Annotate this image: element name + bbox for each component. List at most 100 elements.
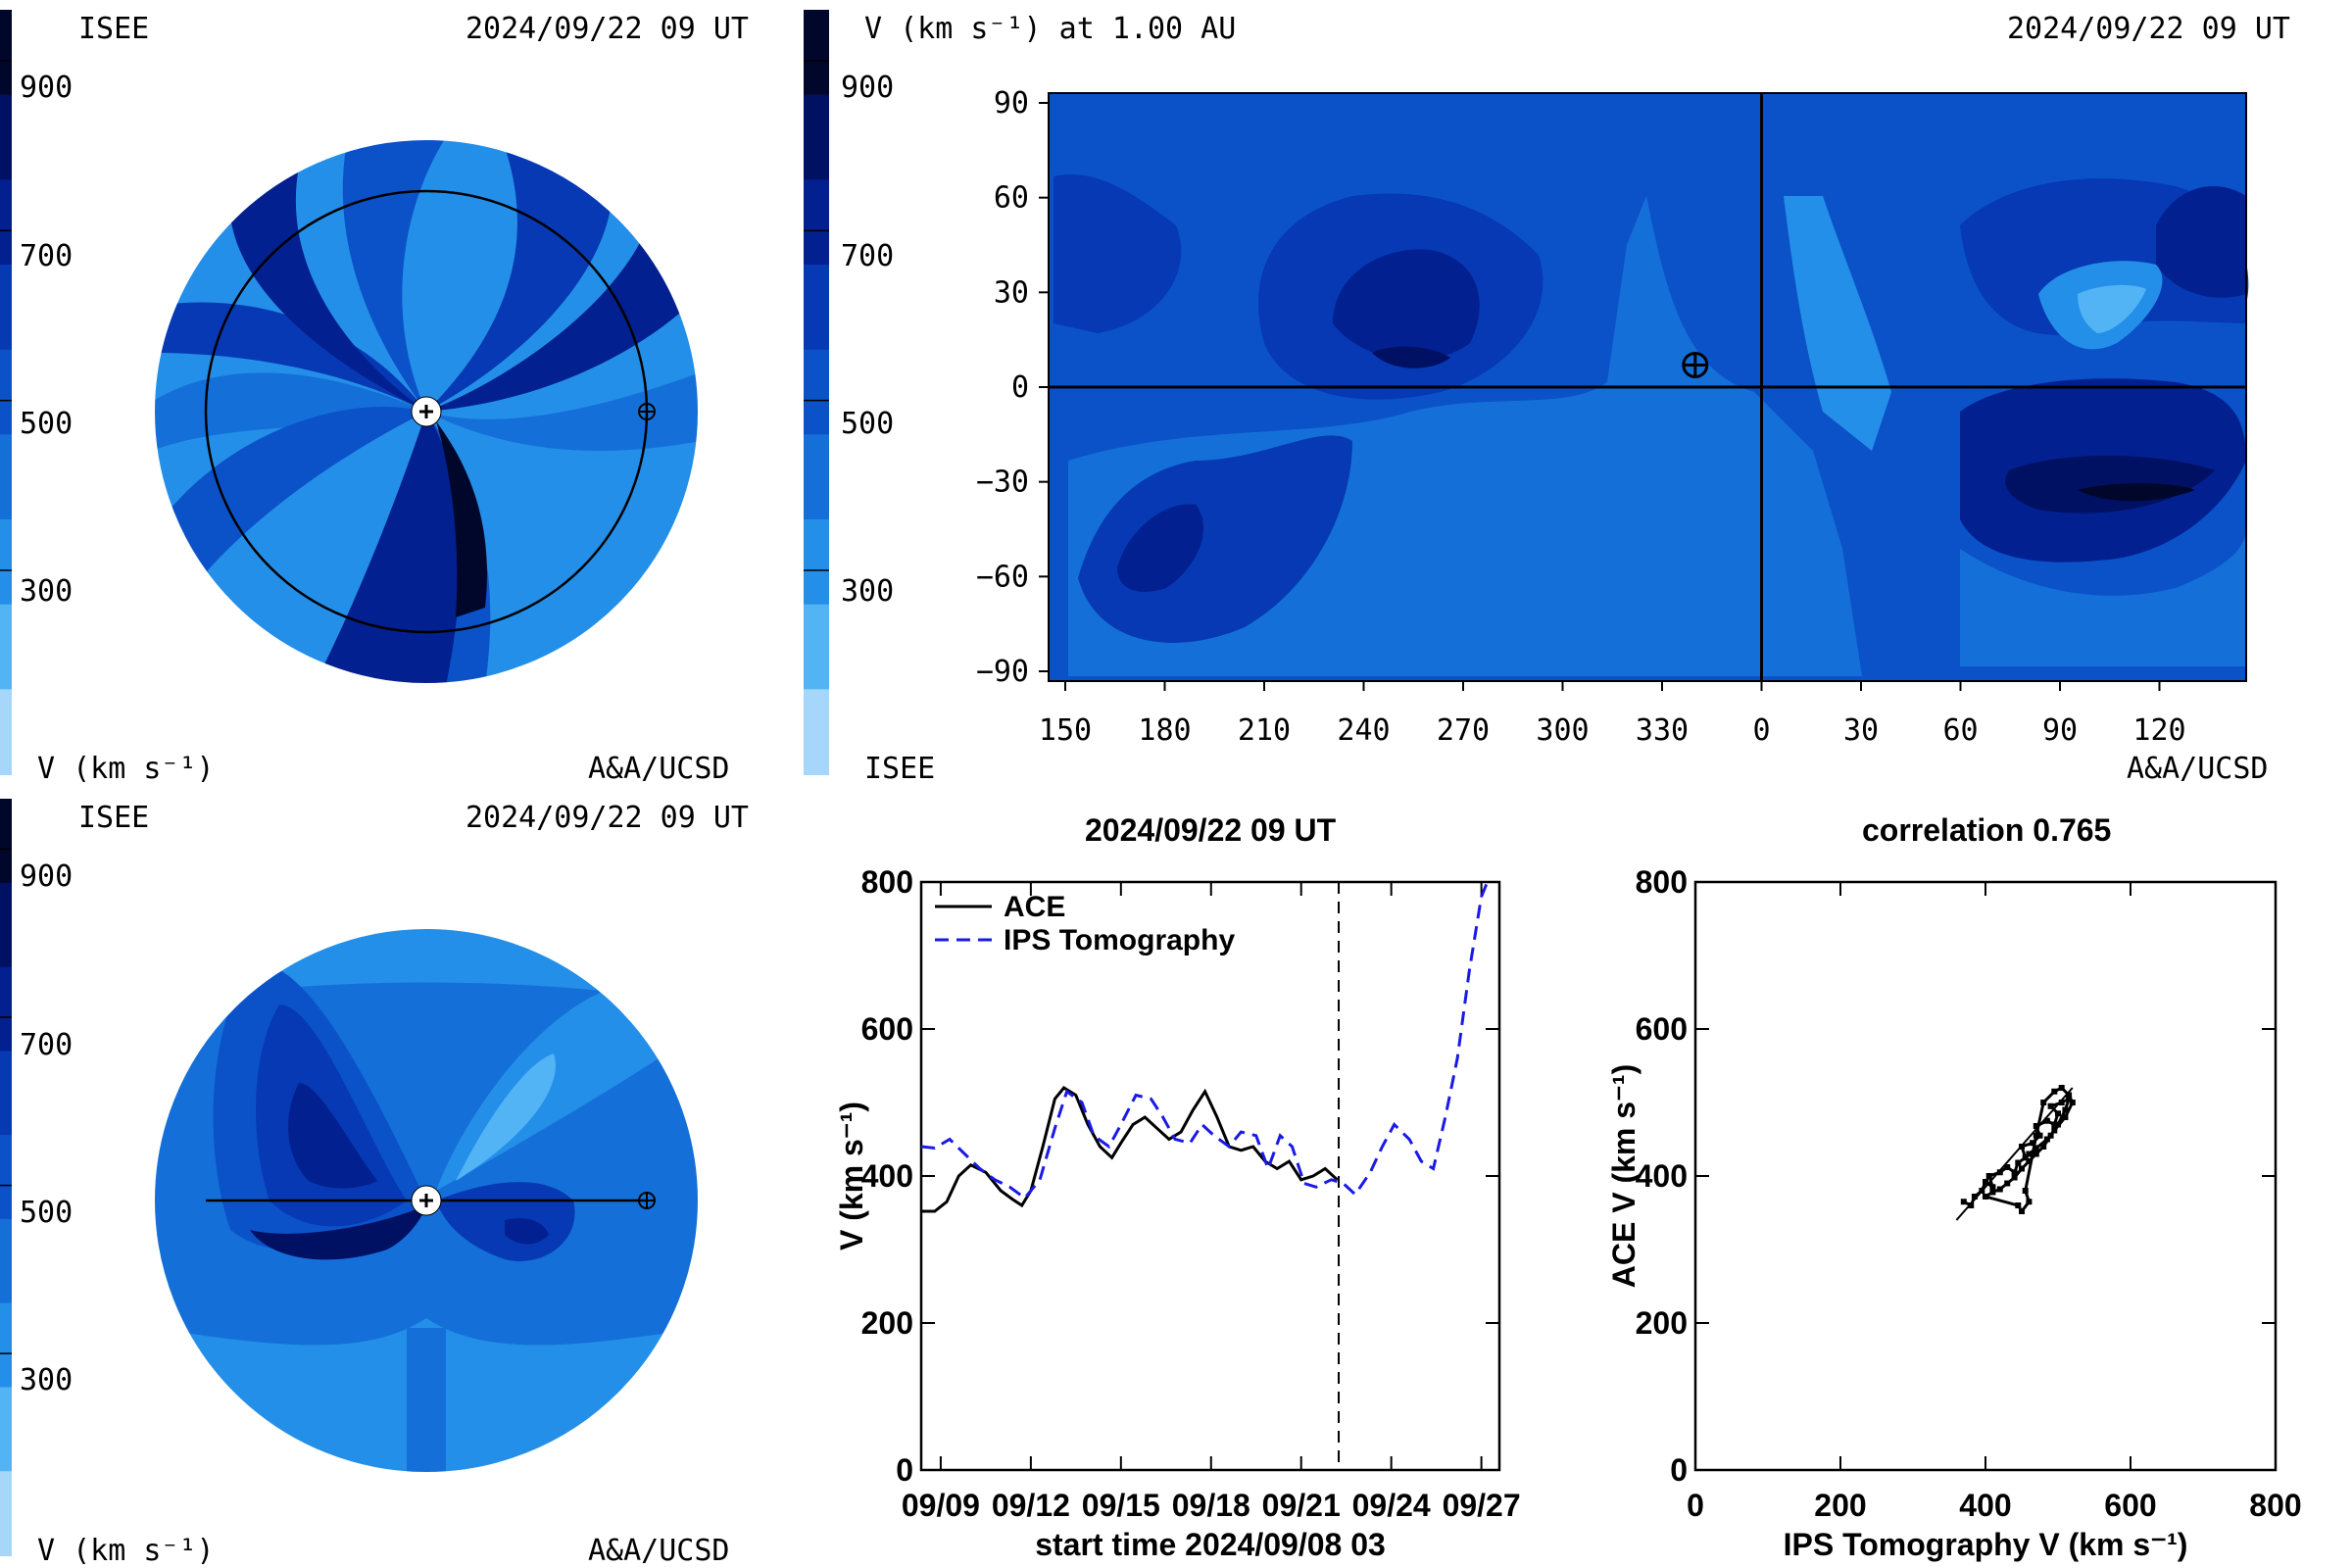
x-tick-label: 240	[1337, 713, 1390, 748]
scatter-point	[1960, 1199, 1967, 1205]
colorbar-segment	[0, 10, 12, 96]
map-title: V (km s⁻¹) at 1.00 AU	[864, 12, 1237, 46]
scatter-point	[2062, 1106, 2069, 1113]
x-tick-label: 180	[1138, 713, 1191, 748]
y-tick-label: 200	[861, 1305, 913, 1341]
colorbar-segment	[0, 689, 12, 775]
scatter-point	[2033, 1132, 2039, 1139]
scatter-point	[2026, 1158, 2033, 1164]
colorbar-segment	[0, 179, 12, 266]
colorbar-segment	[804, 10, 829, 96]
plot-frame	[1693, 880, 2278, 1472]
cbar-tick-900: 900	[20, 859, 74, 894]
scatter-point	[1989, 1184, 1996, 1191]
scatter-point	[2051, 1088, 2058, 1095]
scatter-point	[2055, 1110, 2061, 1117]
colorbar-unit-label: V (km s⁻¹)	[37, 752, 215, 786]
scatter-point	[2051, 1121, 2058, 1128]
y-tick-label: 0	[1011, 370, 1029, 405]
earth-icon	[638, 403, 656, 420]
scatter-point	[2066, 1092, 2073, 1099]
scatter-point	[2040, 1100, 2047, 1105]
cbar-tick-700: 700	[841, 239, 895, 273]
y-tick-label: 90	[994, 86, 1029, 121]
southwest-stream	[250, 1205, 426, 1260]
colorbar-segment	[804, 519, 829, 606]
y-tick-label: −30	[976, 466, 1029, 500]
x-tick-label: 0	[1687, 1488, 1704, 1523]
spiral-arm-7	[342, 139, 446, 412]
colorbar-segment	[804, 94, 829, 181]
x-tick-label: 200	[1814, 1488, 1866, 1523]
spiral-arm-9	[426, 372, 699, 451]
scatter-point	[2019, 1208, 2025, 1214]
synoptic-map: 150 180 210 240 270 300 330 0 30 60 90 1209060300−3…	[976, 86, 2249, 748]
date-label: 2024/09/22 09 UT	[466, 801, 749, 835]
scatter-point	[2051, 1127, 2058, 1134]
scatter-point	[2011, 1169, 2018, 1176]
stream-south-core	[2005, 456, 2215, 514]
colorbar-segment	[0, 519, 12, 606]
bottom-middle-panel: 2024/09/22 09 UT 0 200 400 600 800 09/09 09/12…	[804, 789, 1578, 1568]
y-tick-label: −60	[976, 560, 1029, 594]
x-tick-label: 09/27	[1443, 1488, 1521, 1523]
colorbar-segment	[804, 265, 829, 351]
scatter-point	[1985, 1173, 1992, 1179]
scatter-point	[2066, 1096, 2073, 1102]
polar-map-meridional	[153, 927, 700, 1474]
colorbar-segment	[0, 882, 12, 968]
x-tick-label: 09/18	[1172, 1488, 1250, 1523]
legend-label: ACE	[1004, 891, 1065, 923]
scatter-point	[1996, 1169, 2003, 1176]
scatter-point	[2011, 1174, 2018, 1181]
scatter-point	[2062, 1114, 2069, 1120]
bottom-right-panel: correlation 0.765 0 200 400 600 800 0 200 400 60…	[1578, 789, 2352, 1568]
colorbar-bottom-left	[0, 799, 12, 1556]
spiral-arm-8	[230, 167, 426, 412]
colorbar-segment	[804, 434, 829, 520]
date-label: 2024/09/22 09 UT	[466, 12, 749, 46]
x-axis-label: IPS Tomography V (km s⁻¹)	[1784, 1527, 2188, 1562]
stream-north-core	[1333, 249, 1480, 361]
colorbar-segment	[0, 434, 12, 520]
colorbar-segment	[0, 349, 12, 436]
y-tick-label: 600	[1636, 1011, 1688, 1047]
top-left-panel: ISEE 2024/09/22 09 UT 900 700 500 300 V	[0, 0, 804, 789]
earth-icon	[638, 1192, 656, 1209]
colorbar-segment	[0, 1051, 12, 1137]
sun-cross-icon	[419, 1194, 433, 1207]
y-tick-label: 600	[861, 1011, 913, 1047]
date-label: 2024/09/22 09 UT	[2007, 12, 2290, 46]
x-tick-label: 30	[1843, 713, 1879, 748]
x-tick-label: 09/15	[1082, 1488, 1160, 1523]
credit-label: A&A/UCSD	[588, 1534, 730, 1568]
bottom-left-panel: ISEE 2024/09/22 09 UT 900 700 500 300 V	[0, 789, 804, 1568]
y-tick-label: −90	[976, 655, 1029, 689]
x-axis-label: start time 2024/09/08 03	[1035, 1527, 1386, 1562]
correlation-title: correlation 0.765	[1862, 812, 2112, 848]
high-speed-plume-core	[2078, 284, 2146, 333]
y-axis-label: V (km s⁻¹)	[834, 1102, 869, 1250]
y-tick-label: 0	[896, 1452, 913, 1488]
scatter-point	[2033, 1145, 2039, 1152]
polar-map-ecliptic	[153, 138, 700, 685]
x-tick-label: 600	[2104, 1488, 2156, 1523]
cbar-tick-900: 900	[20, 71, 74, 105]
x-tick-label: 800	[2249, 1488, 2301, 1523]
y-tick-label: 800	[861, 864, 913, 900]
scatter-point	[2015, 1159, 2022, 1166]
x-tick-label: 330	[1636, 713, 1689, 748]
x-tick-label: 300	[1536, 713, 1589, 748]
colorbar-segment	[0, 1135, 12, 1220]
colorbar-segment	[0, 966, 12, 1053]
colorbar-segment	[804, 349, 829, 436]
cbar-tick-500: 500	[20, 1196, 74, 1230]
fast-stream-core	[436, 421, 487, 617]
colorbar-segment	[0, 1302, 12, 1389]
x-tick-label: 09/24	[1352, 1488, 1431, 1523]
stream-east-north	[2156, 186, 2246, 298]
scatter-point	[2069, 1100, 2076, 1105]
colorbar-segment	[0, 265, 12, 351]
spiral-arm-6	[426, 216, 699, 412]
scatter-point	[2047, 1132, 2054, 1139]
